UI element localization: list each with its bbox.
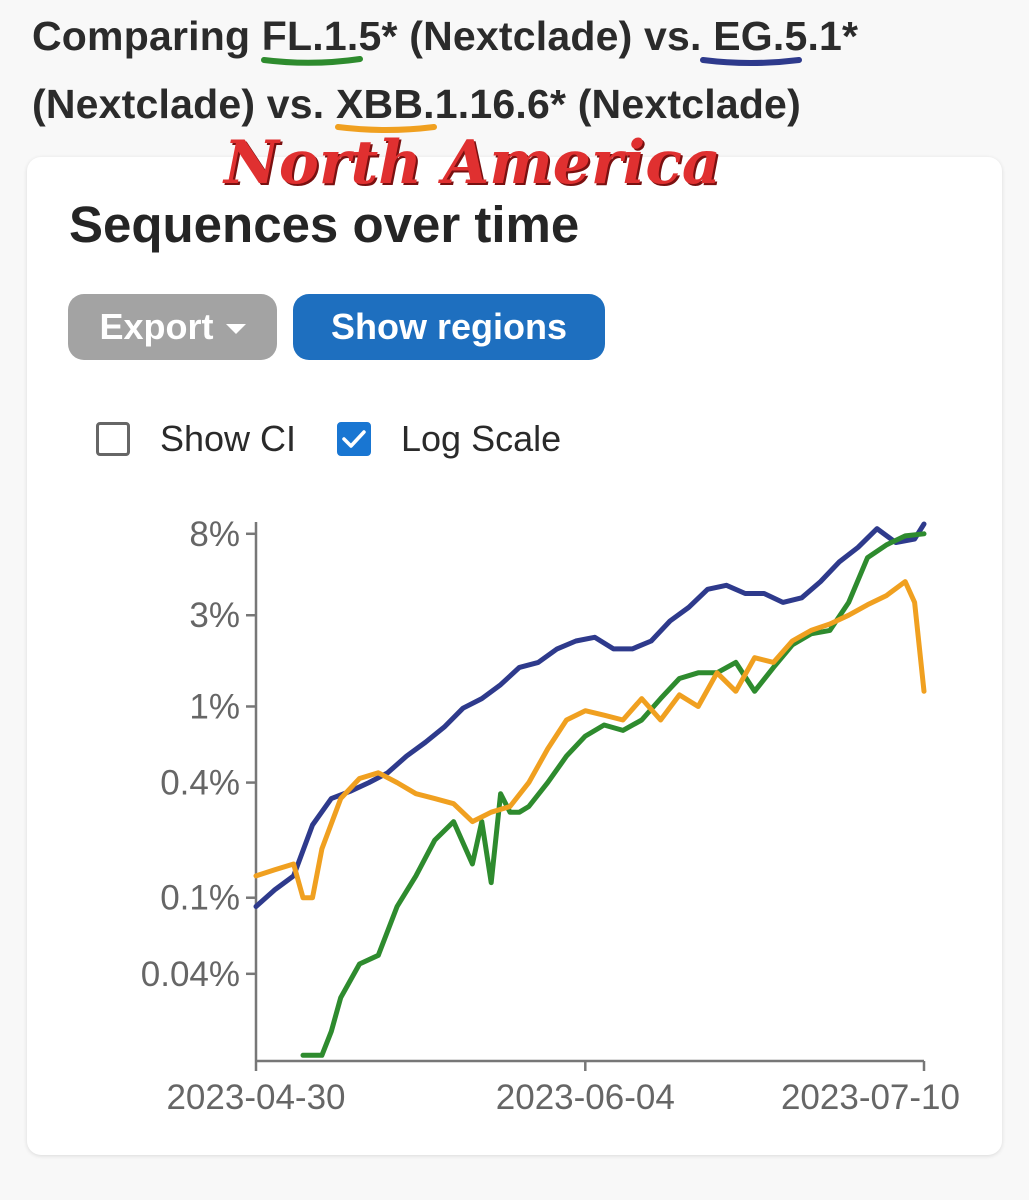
log-scale-checkbox[interactable] [337, 422, 371, 456]
chevron-down-icon [225, 324, 246, 334]
orange-underline [335, 124, 437, 133]
export-button[interactable]: Export [68, 294, 277, 360]
show-ci-option[interactable]: Show CI [96, 418, 296, 460]
show-ci-label: Show CI [160, 418, 297, 459]
section-title: Sequences over time [69, 196, 580, 253]
log-scale-option[interactable]: Log Scale [337, 418, 561, 460]
sequences-card: Sequences over time Export Show regions … [27, 157, 1002, 1155]
export-button-label: Export [99, 306, 214, 347]
heading-source-2: (Nextclade) vs. [32, 81, 336, 127]
checkmark-icon [342, 430, 366, 448]
y-tick-label: 1% [189, 687, 240, 726]
series-line-fl-1-5 [300, 531, 927, 1058]
heading-prefix: Comparing [32, 13, 262, 59]
lineage-fl-1-5-label: FL.1.5* [261, 13, 398, 59]
region-title: North America [224, 128, 721, 198]
show-ci-checkbox[interactable] [96, 422, 130, 456]
y-tick-label: 0.04% [141, 955, 240, 994]
y-tick-label: 3% [189, 596, 240, 635]
lineage-xbb-1-16-6-label: XBB.1.16.6* [336, 81, 567, 127]
lineage-fl-1-5[interactable]: FL.1.5* [260, 2, 398, 70]
lineage-eg-5-1[interactable]: EG.5.1* [700, 2, 859, 70]
series-line-xbb-1-16-6 [253, 579, 927, 901]
log-scale-label: Log Scale [401, 418, 562, 459]
lineage-xbb-1-16-6[interactable]: XBB.1.16.6* [335, 70, 567, 138]
blue-underline [700, 57, 803, 66]
green-underline [260, 56, 363, 66]
y-tick-label: 0.1% [160, 879, 240, 918]
heading-source-3: (Nextclade) [566, 81, 801, 127]
x-tick-label: 2023-04-30 [166, 1078, 345, 1117]
y-tick-label: 0.4% [160, 764, 240, 803]
sequences-over-time-chart: 8% 3% 1% 0.4% 0.1% 0.04% 2023-04-30 2023-06-04 2… [141, 515, 960, 1117]
comparison-heading: Comparing FL.1.5* (Nextclade) vs. EG.5.1… [32, 2, 1012, 138]
series-line-eg-5-1 [253, 521, 927, 909]
x-tick-label: 2023-06-04 [496, 1078, 675, 1117]
show-regions-button[interactable]: Show regions [293, 294, 605, 360]
lineage-eg-5-1-label: EG.5.1* [713, 13, 859, 59]
heading-source-1: (Nextclade) vs. [397, 13, 714, 59]
y-tick-label: 8% [189, 515, 240, 554]
show-regions-button-label: Show regions [330, 306, 568, 347]
x-tick-label: 2023-07-10 [781, 1078, 960, 1117]
